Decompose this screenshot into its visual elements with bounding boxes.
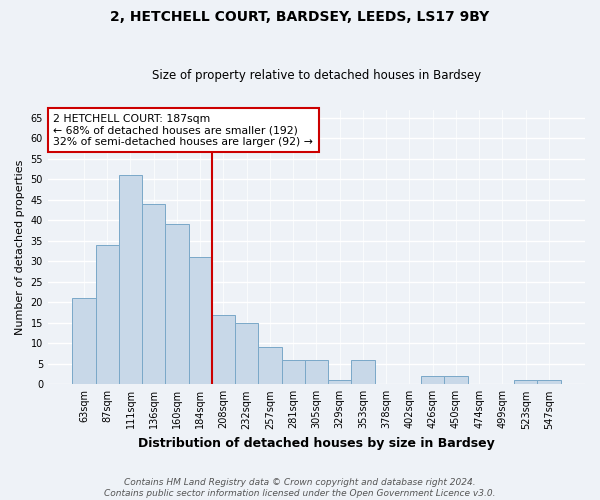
Bar — [166, 224, 188, 384]
Bar — [119, 175, 142, 384]
Bar — [352, 360, 374, 384]
Y-axis label: Number of detached properties: Number of detached properties — [15, 159, 25, 334]
Bar — [188, 257, 212, 384]
Bar — [212, 314, 235, 384]
Bar — [445, 376, 467, 384]
Bar — [305, 360, 328, 384]
Bar — [259, 348, 281, 385]
Bar — [514, 380, 538, 384]
Bar — [142, 204, 166, 384]
Bar — [235, 323, 259, 384]
Bar — [421, 376, 445, 384]
Text: Contains HM Land Registry data © Crown copyright and database right 2024.
Contai: Contains HM Land Registry data © Crown c… — [104, 478, 496, 498]
Bar — [281, 360, 305, 384]
Bar — [73, 298, 95, 384]
Text: 2 HETCHELL COURT: 187sqm
← 68% of detached houses are smaller (192)
32% of semi-: 2 HETCHELL COURT: 187sqm ← 68% of detach… — [53, 114, 313, 147]
Title: Size of property relative to detached houses in Bardsey: Size of property relative to detached ho… — [152, 69, 481, 82]
Bar — [95, 245, 119, 384]
X-axis label: Distribution of detached houses by size in Bardsey: Distribution of detached houses by size … — [138, 437, 495, 450]
Bar — [328, 380, 352, 384]
Bar — [538, 380, 560, 384]
Text: 2, HETCHELL COURT, BARDSEY, LEEDS, LS17 9BY: 2, HETCHELL COURT, BARDSEY, LEEDS, LS17 … — [110, 10, 490, 24]
